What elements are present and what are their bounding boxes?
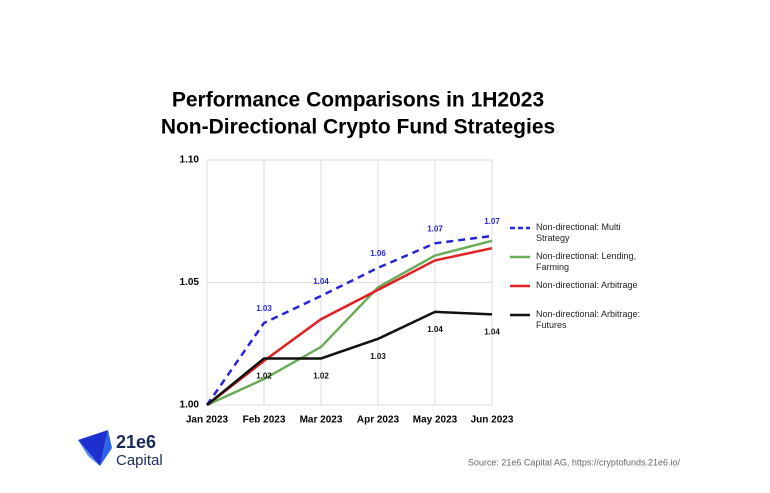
legend-item: Non-directional: Arbitrage xyxy=(510,280,650,291)
legend-label: Non-directional: Arbitrage xyxy=(536,280,638,290)
legend-item: Non-directional: Lending, Farming xyxy=(510,251,650,273)
x-tick-label: May 2023 xyxy=(413,415,458,426)
x-tick-label: Feb 2023 xyxy=(243,415,286,426)
chart-title: Performance Comparisons in 1H2023 xyxy=(172,89,544,112)
y-tick-label: 1.05 xyxy=(180,277,200,288)
data-label: 1.07 xyxy=(484,217,500,226)
source-note: Source: 21e6 Capital AG, https://cryptof… xyxy=(468,457,681,467)
x-tick-label: Mar 2023 xyxy=(300,415,343,426)
data-label: 1.06 xyxy=(370,249,386,258)
series-line xyxy=(206,310,493,406)
legend-swatch xyxy=(510,226,530,230)
series-line xyxy=(206,239,493,407)
data-label: 1.03 xyxy=(256,304,272,313)
data-label: 1.03 xyxy=(370,352,386,361)
logo-name: 21e6 xyxy=(116,432,156,452)
legend-label: Non-directional: Arbitrage: Futures xyxy=(536,309,641,330)
legend-swatch xyxy=(510,313,530,317)
legend-item: Non-directional: Arbitrage: Futures xyxy=(510,309,650,331)
logo-mark xyxy=(78,430,112,466)
legend-label: Non-directional: Multi Strategy xyxy=(536,222,621,243)
chart-subtitle: Non-Directional Crypto Fund Strategies xyxy=(161,116,555,139)
data-label: 1.02 xyxy=(313,372,329,381)
y-tick-label: 1.00 xyxy=(180,400,200,411)
legend-swatch xyxy=(510,284,530,288)
legend-swatch xyxy=(510,255,530,259)
x-tick-label: Jan 2023 xyxy=(186,415,229,426)
x-tick-label: Jun 2023 xyxy=(471,415,514,426)
data-label: 1.04 xyxy=(313,277,329,286)
legend-item: Non-directional: Multi Strategy xyxy=(510,222,650,244)
x-tick-label: Apr 2023 xyxy=(357,415,400,426)
logo-tagline: Capital xyxy=(116,452,163,469)
series-line xyxy=(205,234,493,406)
data-label: 1.07 xyxy=(427,224,443,233)
data-label: 1.04 xyxy=(484,327,500,336)
y-tick-label: 1.10 xyxy=(180,155,200,166)
data-label: 1.04 xyxy=(427,325,443,334)
data-label: 1.02 xyxy=(256,372,272,381)
series-line xyxy=(206,246,493,406)
legend-label: Non-directional: Lending, Farming xyxy=(536,251,637,272)
